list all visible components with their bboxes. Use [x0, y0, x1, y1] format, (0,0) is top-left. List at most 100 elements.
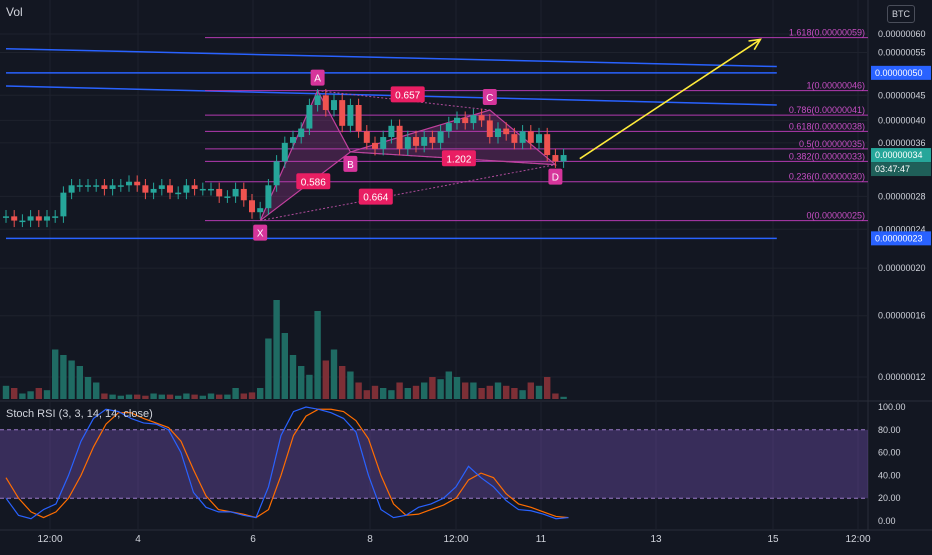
candle-body: [216, 188, 223, 197]
candle-body: [388, 125, 395, 138]
volume-bar: [207, 393, 215, 399]
volume-bar: [93, 382, 100, 399]
candle-body: [503, 128, 510, 135]
currency-button[interactable]: BTC: [887, 5, 915, 23]
pattern-ratio-badge: [390, 86, 425, 103]
pattern-point-label: C: [486, 93, 493, 104]
candle-body: [380, 137, 387, 149]
volume-bar: [511, 388, 518, 399]
volume-bar: [2, 385, 10, 399]
volume-bar: [552, 393, 559, 399]
stoch-rsi-tick-label: 80.00: [878, 425, 901, 435]
time-tick-label: 12:00: [845, 534, 870, 545]
pattern-ratio-badge: [441, 150, 476, 167]
candle-body: [167, 185, 173, 193]
candle-body: [27, 216, 34, 221]
candle-body: [462, 117, 469, 124]
candle-body: [134, 181, 141, 186]
volume-bar: [150, 393, 157, 399]
time-tick-label: 12:00: [37, 534, 62, 545]
candle-body: [101, 185, 108, 189]
volume-bar: [117, 395, 124, 399]
candle-body: [478, 115, 485, 121]
volume-bar: [535, 385, 543, 399]
trendline: [5, 47, 777, 68]
stoch-rsi-tick-label: 40.00: [878, 470, 901, 480]
candle-body: [281, 142, 288, 162]
stoch-rsi-d-line: [5, 408, 569, 519]
volume-bar: [339, 366, 346, 399]
candle-body: [347, 104, 354, 126]
candle-body: [363, 131, 370, 143]
volume-bar: [445, 371, 452, 399]
time-tick-label: 13: [650, 534, 662, 545]
axes: 0.00000060 0.00000055 0.00000045 0.00000040…: [37, 29, 931, 545]
candle-body: [322, 95, 329, 111]
volume-bar: [494, 382, 502, 399]
volume-bar: [314, 311, 321, 399]
candle-body: [486, 120, 493, 138]
stoch-rsi-tick-label: 20.00: [878, 493, 901, 503]
volume-bar: [142, 395, 149, 399]
projection-arrow-head: [748, 38, 762, 51]
candle-body: [117, 185, 124, 187]
projection-arrow-line: [579, 38, 761, 160]
fib-level-label: 0(0.00000025): [806, 211, 865, 221]
time-tick-label: 11: [536, 534, 547, 545]
time-tick-label: 6: [250, 534, 256, 545]
time-tick-label: 4: [135, 534, 141, 545]
volume-bar: [396, 382, 403, 399]
candle-body: [52, 216, 59, 218]
pattern-point-label: A: [314, 74, 321, 85]
volume-bar: [363, 390, 370, 399]
volume-bar: [453, 377, 461, 399]
volume-bar: [412, 385, 420, 399]
pattern-point-label: B: [347, 160, 354, 171]
time-tick-label: 8: [367, 534, 373, 545]
volume-bar: [289, 355, 297, 399]
pattern-ratio-label: 0.664: [363, 193, 388, 204]
volume-bar: [421, 382, 428, 399]
volume-bar: [216, 394, 223, 399]
price-badge: [871, 231, 931, 246]
volume-bar: [503, 385, 510, 399]
volume-bar: [527, 382, 534, 399]
price-badge: [871, 65, 931, 80]
pattern-ratio-badge: [358, 188, 393, 205]
volume-bar: [544, 377, 551, 399]
volume-bar: [273, 300, 280, 399]
candle-body: [208, 188, 214, 191]
volume-bar: [265, 338, 272, 399]
volume-bar: [486, 385, 493, 399]
candle-body: [183, 185, 190, 193]
volume-bar: [158, 394, 165, 399]
candle-body: [536, 134, 542, 143]
stoch-rsi-tick-label: 60.00: [878, 448, 901, 458]
candle-body: [372, 142, 378, 149]
candle-body: [495, 128, 501, 138]
pattern-point-label: X: [257, 229, 264, 240]
volume-bar: [257, 388, 264, 399]
volume-bar: [19, 393, 26, 399]
candle-body: [68, 185, 75, 193]
candle-body: [429, 137, 436, 143]
volume-bar: [240, 393, 247, 399]
volume-bar: [60, 355, 67, 399]
price-tick-label: 0.00000024: [878, 224, 926, 234]
pattern-point-label: D: [552, 173, 559, 184]
pattern-ratio-label: 0.657: [395, 90, 420, 101]
volume-bar: [52, 349, 59, 399]
pattern-ratio-line: [317, 90, 490, 111]
volume-bar: [109, 394, 116, 399]
candle-body: [199, 188, 206, 191]
candles: [3, 89, 567, 228]
volume-bar: [298, 366, 305, 399]
candle-body: [331, 100, 337, 111]
candle-body: [19, 220, 26, 223]
candle-body: [60, 192, 67, 217]
volume-bar: [306, 374, 313, 399]
stoch-rsi-band: [0, 429, 868, 499]
candle-body: [413, 137, 419, 146]
volume-bar: [462, 382, 469, 399]
